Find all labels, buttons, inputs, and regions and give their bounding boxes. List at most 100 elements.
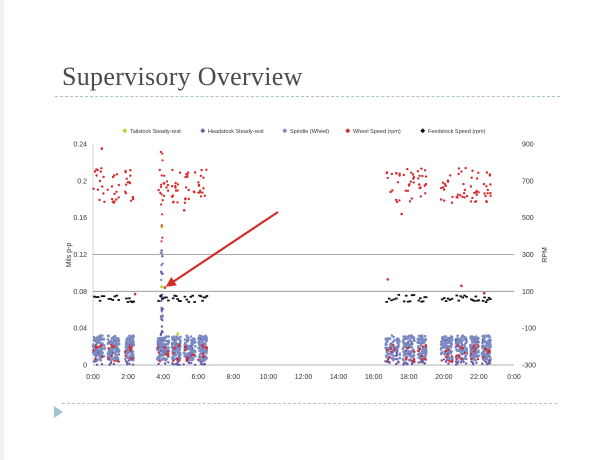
wheel-speed-point	[159, 191, 162, 194]
headstock-point	[193, 363, 197, 366]
headstock-point	[128, 362, 131, 366]
feedstock-speed-point	[174, 295, 178, 297]
spindle-point	[402, 351, 406, 354]
spindle-point	[424, 352, 428, 355]
spindle-point	[481, 346, 484, 350]
wheel-speed-point	[128, 346, 131, 349]
wheel-speed-point	[202, 344, 205, 347]
feedstock-speed-point	[408, 300, 412, 303]
spindle-point	[131, 336, 135, 339]
wheel-speed-point	[172, 352, 175, 355]
spindle-point	[412, 338, 416, 342]
spindle-point	[465, 347, 468, 350]
spindle-point	[185, 352, 188, 356]
feedstock-speed-point	[484, 301, 488, 303]
wheel-speed-point	[113, 174, 116, 177]
wheel-speed-point	[102, 175, 105, 179]
wheel-speed-point	[463, 196, 466, 199]
wheel-speed-point	[131, 195, 135, 199]
wheel-speed-point	[174, 184, 177, 188]
wheel-speed-point	[475, 177, 479, 180]
wheel-speed-point	[412, 173, 415, 176]
wheel-speed-point	[473, 200, 477, 203]
spike-red-point	[159, 185, 163, 189]
feedstock-speed-point	[189, 295, 193, 298]
y2-tick-label: 500	[522, 215, 534, 222]
spindle-point	[472, 338, 476, 342]
spindle-point	[201, 341, 204, 345]
spindle-point	[197, 346, 200, 350]
spindle-point	[113, 352, 117, 356]
headstock-point	[484, 360, 488, 364]
headstock-point	[410, 343, 414, 346]
wheel-speed-point	[95, 345, 99, 349]
spindle-point	[408, 350, 411, 354]
wheel-speed-point	[484, 348, 488, 351]
wheel-speed-point	[446, 179, 450, 182]
x-tick-label: 4:00	[156, 374, 170, 381]
wheel-speed-point	[100, 167, 103, 170]
wheel-speed-point	[165, 180, 169, 183]
feedstock-speed-point	[419, 297, 422, 300]
spindle-point	[418, 338, 422, 342]
title-divider	[55, 96, 560, 97]
headstock-point	[455, 363, 458, 366]
legend-entry: Headstock Steady-rest	[200, 128, 264, 135]
wheel-speed-point	[404, 189, 407, 192]
feedstock-speed-point	[205, 295, 209, 297]
chart-legend: Tailstock Steady-rest Headstock Steady-re…	[122, 128, 486, 135]
headstock-point	[125, 363, 129, 366]
feedstock-speed-point	[424, 296, 428, 299]
spindle-point	[412, 348, 415, 351]
wheel-speed-point	[439, 198, 443, 201]
wheel-speed-point	[463, 188, 467, 192]
x-tick-label: 2:00	[121, 374, 135, 381]
wheel-speed-point	[450, 355, 454, 358]
feedstock-speed-point	[193, 301, 196, 303]
headstock-point	[157, 362, 160, 366]
headstock-point	[457, 360, 460, 363]
wheel-speed-point	[160, 183, 163, 186]
wheel-speed-point	[440, 359, 443, 362]
spindle-point	[162, 343, 166, 347]
wheel-speed-outlier	[460, 284, 463, 288]
wheel-speed-point	[129, 199, 133, 202]
spindle-point	[164, 339, 168, 343]
legend-entry: Spindle (Wheel)	[282, 128, 329, 135]
feedstock-speed-point	[177, 300, 181, 302]
spindle-point	[94, 355, 98, 359]
spindle-point	[111, 357, 115, 361]
spindle-point	[101, 334, 104, 337]
spindle-point	[449, 352, 453, 355]
headstock-point	[182, 363, 185, 366]
wheel-speed-point	[96, 188, 100, 191]
wheel-speed-point	[450, 360, 453, 363]
spindle-point	[420, 349, 424, 353]
wheel-speed-point	[471, 196, 474, 200]
wheel-speed-point	[457, 172, 460, 176]
headstock-spike-point	[160, 309, 163, 312]
wheel-speed-point	[420, 354, 423, 358]
wheel-speed-point	[187, 188, 190, 192]
wheel-speed-outlier	[482, 291, 486, 295]
wheel-speed-point	[410, 197, 413, 200]
wheel-speed-point	[184, 349, 187, 352]
wheel-speed-point	[112, 201, 116, 204]
wheel-speed-point	[418, 174, 421, 177]
spindle-point	[446, 337, 450, 340]
spindle-point	[157, 348, 161, 351]
headstock-point	[177, 355, 181, 358]
spindle-point	[198, 356, 202, 360]
spindle-point	[456, 337, 459, 340]
spindle-point	[410, 335, 414, 339]
headstock-point	[419, 360, 423, 364]
spindle-point	[419, 344, 423, 347]
annotation-arrow-head	[165, 277, 177, 287]
wheel-speed-point	[396, 181, 400, 184]
feedstock-speed-point	[440, 298, 444, 301]
feedstock-speed-point	[167, 299, 170, 302]
wheel-speed-point	[471, 169, 474, 172]
wheel-speed-point	[424, 344, 428, 348]
feedstock-speed-point	[93, 295, 96, 298]
wheel-speed-point	[424, 192, 427, 195]
